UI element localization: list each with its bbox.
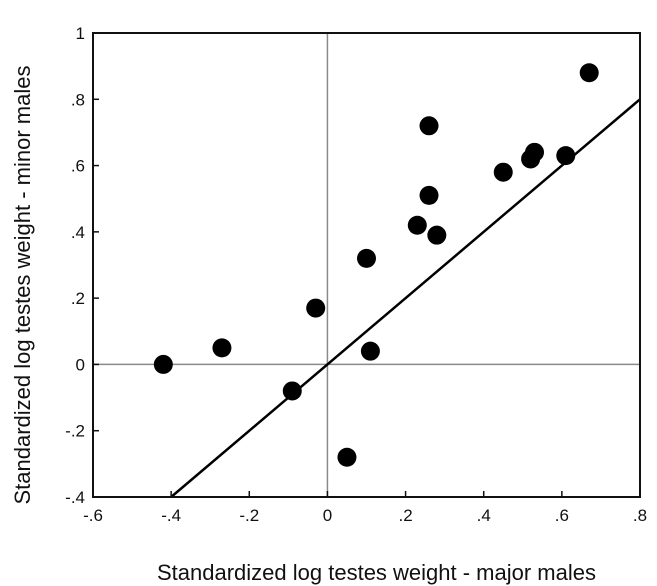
y-tick-label: -.4	[65, 488, 85, 507]
data-point	[419, 116, 439, 136]
y-tick-label: 0	[76, 355, 85, 374]
plot-frame	[92, 32, 641, 498]
regression-line	[170, 98, 641, 498]
x-tick-label: .8	[633, 506, 647, 525]
y-tick-label: .2	[71, 289, 85, 308]
y-axis-ticks: -.4 -.2 0 .2 .4 .6 .8 1	[65, 24, 99, 507]
x-tick-label: 0	[323, 506, 332, 525]
data-point	[306, 298, 326, 318]
x-tick-label: -.4	[161, 506, 181, 525]
x-tick-label: .2	[398, 506, 412, 525]
data-points	[153, 63, 599, 467]
y-tick-label: .8	[71, 90, 85, 109]
data-point	[419, 185, 439, 205]
x-tick-label: .6	[555, 506, 569, 525]
data-point	[153, 354, 173, 374]
y-tick-label: 1	[76, 24, 85, 43]
y-tick-label: .4	[71, 223, 85, 242]
y-tick-label: .6	[71, 157, 85, 176]
regression-line-group	[170, 98, 641, 498]
data-point	[212, 338, 232, 358]
x-axis-ticks: -.6 -.4 -.2 0 .2 .4 .6 .8	[83, 491, 647, 525]
y-axis-title: Standardized log testes weight - minor m…	[10, 66, 35, 505]
data-point	[493, 162, 513, 182]
data-point	[337, 447, 357, 467]
data-point	[282, 381, 302, 401]
x-tick-label: -.2	[239, 506, 259, 525]
data-point	[556, 146, 576, 166]
data-point	[427, 225, 447, 245]
data-point	[579, 63, 599, 83]
y-tick-label: -.2	[65, 422, 85, 441]
zero-reference-lines	[93, 33, 640, 497]
data-point	[360, 341, 380, 361]
data-point	[525, 142, 545, 162]
data-point	[407, 215, 427, 235]
x-tick-label: .4	[477, 506, 491, 525]
data-point	[357, 248, 376, 268]
x-axis-title: Standardized log testes weight - major m…	[157, 560, 596, 585]
x-tick-label: -.6	[83, 506, 103, 525]
